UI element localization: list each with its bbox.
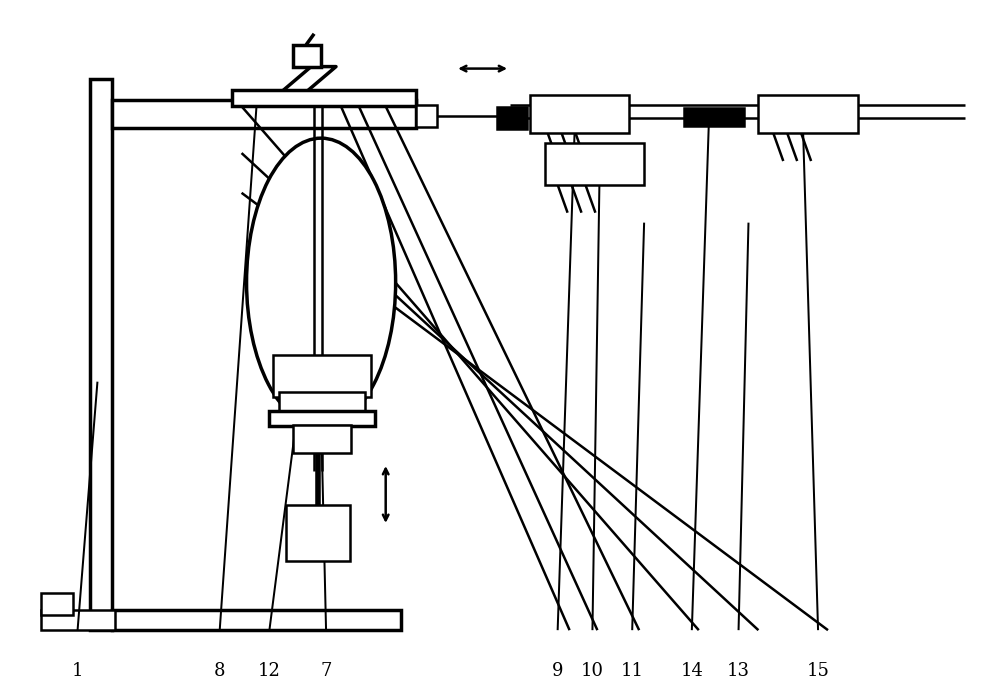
Bar bbox=[41, 610, 115, 630]
Bar bbox=[232, 90, 416, 106]
Bar bbox=[269, 410, 375, 426]
Bar bbox=[530, 96, 629, 133]
Polygon shape bbox=[271, 66, 336, 101]
Text: 14: 14 bbox=[680, 662, 703, 680]
Text: 7: 7 bbox=[320, 662, 332, 680]
Bar bbox=[273, 355, 371, 397]
Bar bbox=[279, 392, 365, 412]
Ellipse shape bbox=[247, 138, 396, 426]
Bar bbox=[293, 425, 351, 453]
Text: 13: 13 bbox=[727, 662, 750, 680]
Bar bbox=[545, 143, 644, 185]
Text: 8: 8 bbox=[214, 662, 225, 680]
Bar bbox=[286, 505, 350, 561]
Text: 9: 9 bbox=[552, 662, 563, 680]
Text: 1: 1 bbox=[72, 662, 83, 680]
Bar bbox=[416, 105, 437, 127]
Bar bbox=[90, 79, 112, 630]
Text: 11: 11 bbox=[621, 662, 644, 680]
Text: 12: 12 bbox=[258, 662, 281, 680]
Bar bbox=[112, 101, 416, 128]
Text: 15: 15 bbox=[807, 662, 830, 680]
Bar bbox=[293, 44, 321, 66]
Bar bbox=[497, 107, 527, 129]
Bar bbox=[112, 610, 401, 630]
Text: 10: 10 bbox=[581, 662, 604, 680]
Bar bbox=[758, 96, 858, 133]
Bar bbox=[684, 108, 744, 127]
Bar bbox=[41, 594, 73, 615]
